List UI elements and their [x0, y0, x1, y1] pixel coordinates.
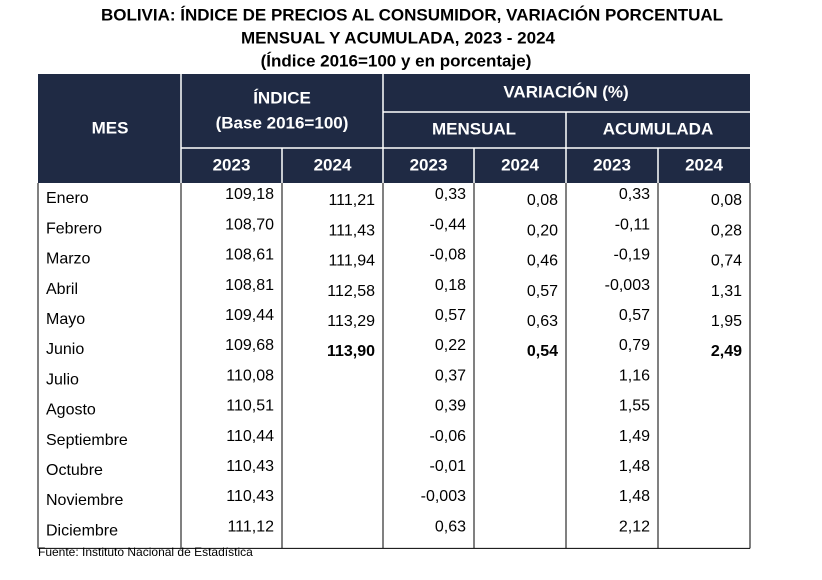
header-bg — [38, 74, 750, 183]
title: BOLIVIA: ÍNDICE DE PRECIOS AL CONSUMIDOR… — [101, 5, 723, 24]
month-cell: Julio — [46, 371, 79, 388]
value-cell: 111,94 — [328, 253, 375, 270]
value-cell: 0,54 — [527, 343, 558, 360]
value-cell: 110,44 — [226, 428, 274, 445]
value-cell: 110,43 — [226, 458, 274, 475]
header-cell: ACUMULADA — [603, 119, 713, 138]
value-cell: 1,31 — [711, 283, 742, 300]
month-cell: Enero — [46, 190, 89, 207]
month-cell: Abril — [46, 281, 78, 298]
value-cell: 0,57 — [435, 307, 466, 324]
value-cell: 0,33 — [619, 186, 650, 203]
value-cell: -0,003 — [421, 488, 466, 505]
value-cell: 0,08 — [711, 192, 742, 209]
value-cell: 109,44 — [225, 307, 274, 324]
value-cell: 0,18 — [435, 277, 466, 294]
value-cell: 108,61 — [225, 247, 274, 264]
value-cell: 111,43 — [328, 222, 375, 239]
value-cell: 0,79 — [619, 337, 650, 354]
header-year: 2024 — [501, 155, 539, 174]
value-cell: 0,28 — [711, 222, 742, 239]
value-cell: 0,63 — [527, 313, 558, 330]
value-cell: 108,81 — [225, 277, 274, 294]
month-cell: Septiembre — [46, 432, 128, 449]
value-cell: 0,39 — [435, 398, 466, 415]
header-cell: ÍNDICE — [253, 88, 311, 107]
value-cell: 0,57 — [527, 283, 558, 300]
month-cell: Agosto — [46, 402, 96, 419]
title: MENSUAL Y ACUMULADA, 2023 - 2024 — [241, 28, 556, 47]
value-cell: -0,01 — [430, 458, 467, 475]
month-cell: Octubre — [46, 462, 103, 479]
value-cell: 0,33 — [435, 186, 466, 203]
header-cell: VARIACIÓN (%) — [503, 82, 628, 101]
value-cell: 1,16 — [619, 367, 650, 384]
value-cell: 2,49 — [711, 343, 742, 360]
value-cell: 112,58 — [327, 283, 375, 300]
value-cell: -0,003 — [605, 277, 650, 294]
header-cell: MENSUAL — [432, 119, 516, 138]
value-cell: 113,90 — [327, 343, 375, 360]
value-cell: -0,19 — [614, 247, 651, 264]
value-cell: 0,46 — [527, 253, 558, 270]
header-year: 2023 — [410, 155, 448, 174]
value-cell: -0,08 — [430, 247, 467, 264]
value-cell: 0,57 — [619, 307, 650, 324]
header-lines — [180, 74, 750, 183]
month-cell: Junio — [46, 341, 84, 358]
header-cell: (Base 2016=100) — [216, 113, 349, 132]
title: (Índice 2016=100 y en porcentaje) — [261, 51, 532, 70]
value-cell: 110,43 — [226, 488, 274, 505]
value-cell: 111,21 — [328, 192, 375, 209]
header-year: 2024 — [685, 155, 723, 174]
value-cell: 0,63 — [435, 518, 466, 535]
value-cell: 1,95 — [711, 313, 742, 330]
month-cell: Febrero — [46, 220, 102, 237]
value-cell: -0,11 — [615, 216, 650, 233]
value-cell: 1,48 — [619, 488, 650, 505]
header-year: 2023 — [213, 155, 251, 174]
value-cell: 113,29 — [327, 313, 375, 330]
value-cell: -0,44 — [430, 216, 467, 233]
value-cell: 0,20 — [527, 222, 558, 239]
month-cell: Noviembre — [46, 492, 123, 509]
value-cell: 111,12 — [227, 518, 274, 535]
value-cell: 0,74 — [711, 253, 742, 270]
value-cell: -0,06 — [430, 428, 467, 445]
value-cell: 110,08 — [226, 367, 274, 384]
month-cell: Mayo — [46, 311, 85, 328]
month-cell: Marzo — [46, 251, 91, 268]
month-cell: Diciembre — [46, 522, 118, 539]
value-cell: 108,70 — [225, 216, 274, 233]
header-year: 2024 — [314, 155, 352, 174]
header-year: 2023 — [593, 155, 631, 174]
source: Fuente: Instituto Nacional de Estadístic… — [38, 545, 253, 559]
value-cell: 1,55 — [619, 398, 650, 415]
value-cell: 1,48 — [619, 458, 650, 475]
value-cell: 109,68 — [225, 337, 274, 354]
header-cell: MES — [92, 118, 129, 137]
value-cell: 1,49 — [619, 428, 650, 445]
value-cell: 110,51 — [226, 398, 274, 415]
value-cell: 2,12 — [619, 518, 650, 535]
value-cell: 0,08 — [527, 192, 558, 209]
value-cell: 0,37 — [435, 367, 466, 384]
value-cell: 0,22 — [435, 337, 466, 354]
value-cell: 109,18 — [225, 186, 274, 203]
